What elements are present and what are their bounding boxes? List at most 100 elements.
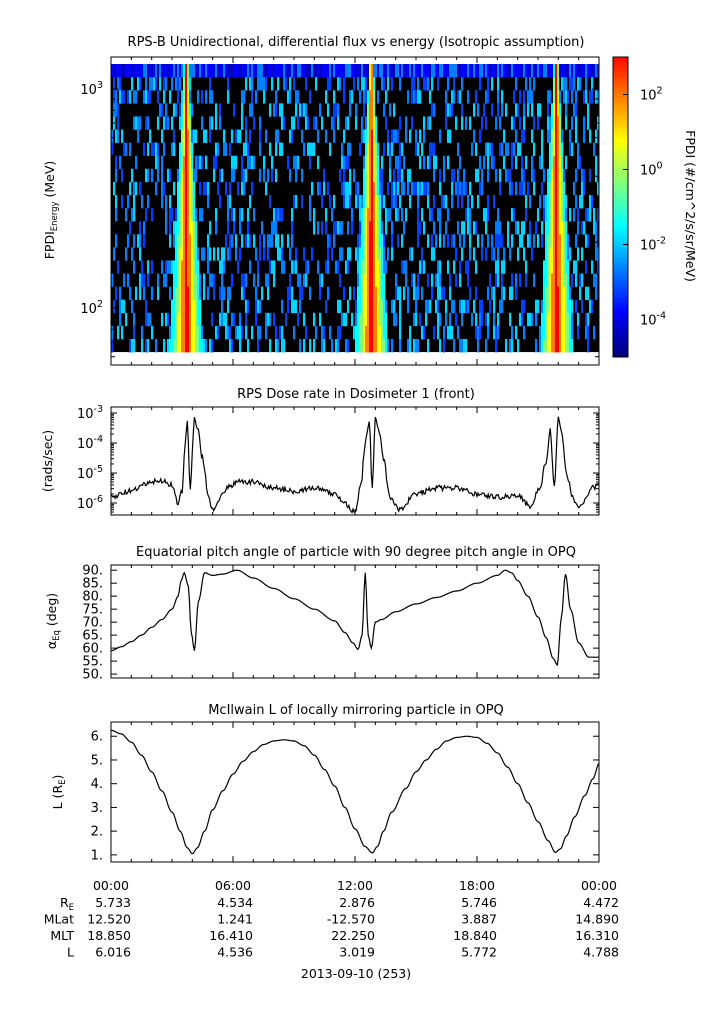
spectrogram-cell [373,299,376,314]
spectrogram-cell [437,260,440,274]
spectrogram-cell [213,247,216,261]
spectrogram-cell [115,234,118,248]
spectrogram-cell [349,103,352,117]
spectrogram-cell [269,312,272,327]
spectrogram-cell [399,77,402,91]
time-row-label-main: L [67,945,74,960]
colorbar-segment [613,217,628,223]
spectrogram-cell [593,142,596,156]
spectrogram-cell [229,338,232,353]
spectrogram-cell [497,312,500,327]
spectrogram-cell [465,260,468,274]
spectrogram-cell [385,221,388,235]
spectrogram-cell [585,90,588,104]
spectrogram-cell [597,247,600,261]
spectrogram-cell [183,194,186,209]
spectrogram-cell [245,299,248,314]
spectrogram-cell [381,286,384,301]
spectrogram-cell [511,234,514,248]
spectrogram-cell [171,260,174,274]
spectrogram-cell [339,64,342,78]
spectrogram-cell [439,181,442,196]
spectrogram-cell [571,325,574,340]
spectrogram-cell [433,142,436,156]
spectrogram-cell [545,194,548,209]
spectrogram-cell [281,64,284,78]
spectrogram-cell [245,234,248,248]
spectrogram-cell [243,181,246,196]
spectrogram-cell [363,64,366,78]
spectrogram-cell [427,64,430,78]
spectrogram-cell [169,325,172,340]
spectrogram-cell [523,103,526,117]
spectrogram-cell [131,64,134,78]
spectrogram-cell [349,142,352,156]
spectrogram-cell [563,181,566,196]
spectrogram-cell [307,64,310,78]
spectrogram-cell [231,168,234,183]
spectrogram-cell [295,247,298,261]
spectrogram-cell [203,64,206,78]
colorbar-segment [613,302,628,308]
spectrogram-cell [587,325,590,340]
spectrogram-cell [391,338,394,353]
spectrogram-cell [363,90,366,104]
spectrogram-cell [457,142,460,156]
spectrogram-cell [585,286,588,301]
spectrogram-cell [329,142,332,156]
spectrogram-cell [463,338,466,353]
spectrogram-cell [495,234,498,248]
spectrogram-cell [187,221,190,235]
spectrogram-cell [355,338,358,353]
spectrogram-cell [377,221,380,235]
spectrogram-cell [185,247,188,261]
spectrogram-cell [191,64,194,78]
spectrogram-cell [183,90,186,104]
spectrogram-cell [245,116,248,130]
spectrogram-cell [465,299,468,314]
spectrogram-cell [361,221,364,235]
spectrogram-cell [241,325,244,340]
spectrogram-cell [569,338,572,353]
spectrogram-cell [525,77,528,91]
spectrogram-cell [177,234,180,248]
colorbar-segment [613,322,628,328]
spectrogram-cell [337,299,340,314]
spectrogram-cell [463,299,466,314]
spectrogram-cell [511,338,514,353]
spectrogram-cell [419,90,422,104]
spectrogram-cell [359,260,362,274]
spectrogram-cell [371,155,374,170]
lshell-y-ticks: 1.2.3.4.5.6. [91,730,599,863]
spectrogram-cell [413,77,416,91]
lshell-y-label-sub: E [58,780,68,785]
spectrogram-cell [369,155,372,170]
spectrogram-cell [233,103,236,117]
spectrogram-cell [193,312,196,327]
spectrogram-cell [557,77,560,91]
spectrogram-cell [247,221,250,235]
spectrogram-cell [323,325,326,340]
spectrogram-cell [327,103,330,117]
spectrogram-cell [157,90,160,104]
spectrogram-cell [125,208,128,222]
spectrogram-cell [569,299,572,314]
spectrogram-cell [467,194,470,209]
spectrogram-cell [485,90,488,104]
spectrogram-cell [565,338,568,353]
spectrogram-cell [249,194,252,209]
spectrogram-cell [141,194,144,209]
spectrogram-cell [543,312,546,327]
spectrogram-cell [195,168,198,183]
spectrogram-cell [381,325,384,340]
spectrogram-cell [215,64,218,78]
spectrogram-cell [235,129,238,143]
date-label: 2013-09-10 (253) [301,966,411,981]
spectrogram-cell [189,181,192,196]
spectrogram-cell [549,116,552,130]
spectrogram-cell [363,234,366,248]
spectrogram-cell [255,247,258,261]
spectrogram-cell [243,90,246,104]
spectrogram-cell [443,64,446,78]
spectrogram-cell [517,338,520,353]
